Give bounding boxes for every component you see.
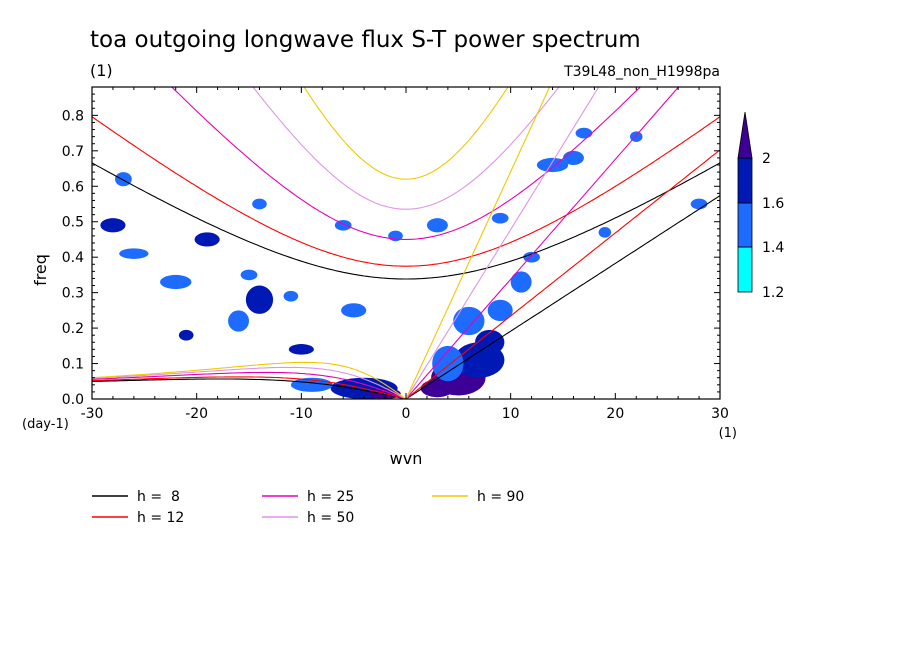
power-blob-19 [119,248,149,259]
colorbar-band-2 [737,157,753,204]
y-tick-label: 0.7 [62,144,84,160]
colorbar-label: 1.6 [762,196,784,212]
power-blob-26 [690,198,708,210]
legend-label-h8: h = 8 [137,489,180,505]
curve-kelvin-h12 [405,149,720,399]
curve-rossby-h90 [92,361,407,399]
x-axis-unit: (1) [719,426,737,441]
power-blob-33 [491,212,509,224]
x-tick-label: 30 [711,406,729,422]
power-blob-2 [475,329,505,355]
x-axis-title: wvn [390,449,423,468]
y-tick-label: 0.1 [62,357,84,373]
power-blob-30 [252,198,267,210]
power-blob-20 [341,303,367,318]
colorbar-band-0 [737,246,753,293]
x-tick-label: -30 [81,406,104,422]
power-blob-11 [288,344,314,355]
colorbar: 1.2 1.4 1.6 2 [737,111,784,301]
legend-label-h12: h = 12 [137,510,184,526]
run-label: T39L48_non_H1998pa [563,64,720,80]
curve-kelvin-h50 [405,87,600,399]
power-blob-28 [283,290,299,302]
heatmap-blobs [100,127,708,400]
power-blob-24 [575,127,593,139]
colorbar-band-1 [737,202,753,248]
curve-inertia-gravity-h12 [92,116,720,267]
y-tick-label: 0.5 [62,215,84,231]
power-blob-29 [334,219,352,231]
curve-rossby-h50 [92,366,407,399]
curve-rossby-h12 [92,376,407,399]
plot-frame [91,86,721,400]
y-axis-unit: (day-1) [22,417,69,432]
colorbar-label: 1.2 [762,285,784,301]
x-tick-label: -20 [185,406,208,422]
curve-inertia-gravity-h50 [252,87,560,210]
curve-rossby-h25 [92,371,407,399]
power-blob-32 [598,227,612,238]
x-tick-label: -10 [290,406,313,422]
axes-ticks: -30 -20 -10 0 10 20 30 0.0 0.1 0.2 0.3 0.4 0.5 0.6 0.7… [62,87,729,422]
x-tick-label: 0 [402,406,411,422]
power-blob-3 [420,379,455,398]
curve-inertia-gravity-h25 [171,87,641,240]
power-blob-14 [194,232,220,247]
legend-label-h50: h = 50 [307,510,354,526]
x-tick-label: 10 [502,406,520,422]
power-blob-18 [115,172,132,187]
curve-rossby-h8 [92,378,407,399]
y-tick-label: 0.3 [62,286,84,302]
chart-subtitle: (1) [90,61,113,80]
colorbar-label: 2 [762,151,771,167]
curve-kelvin-h90 [405,87,551,399]
power-blob-13 [228,310,250,332]
colorbar-label: 1.4 [762,240,784,256]
power-blob-16 [178,329,194,341]
y-tick-label: 0.6 [62,179,84,195]
chart-title: toa outgoing longwave flux S-T power spe… [90,27,641,53]
power-blob-15 [160,274,192,290]
legend: h = 8 h = 12 h = 25 h = 50 h = 90 [92,489,524,526]
curve-kelvin-h25 [405,87,680,399]
y-axis-title: freq [31,254,50,286]
dispersion-curves [92,87,720,399]
power-blob-12 [245,285,274,314]
curve-kelvin-h8 [405,195,720,399]
legend-label-h25: h = 25 [307,489,354,505]
colorbar-top-arrow [737,111,753,159]
power-blob-17 [100,218,126,233]
power-blob-5 [487,299,513,322]
y-tick-label: 0.2 [62,321,84,337]
x-tick-label: 20 [606,406,624,422]
y-tick-label: 0.4 [62,250,84,266]
curve-inertia-gravity-h90 [303,87,509,180]
curve-inertia-gravity-h8 [92,162,720,280]
power-blob-23 [563,150,584,165]
power-blob-6 [510,271,532,293]
power-blob-27 [240,269,258,281]
power-blob-21 [426,218,448,233]
y-tick-label: 0.8 [62,108,84,124]
power-blob-4 [453,306,485,336]
legend-label-h90: h = 90 [477,489,524,505]
y-tick-label: 0.0 [62,392,84,408]
